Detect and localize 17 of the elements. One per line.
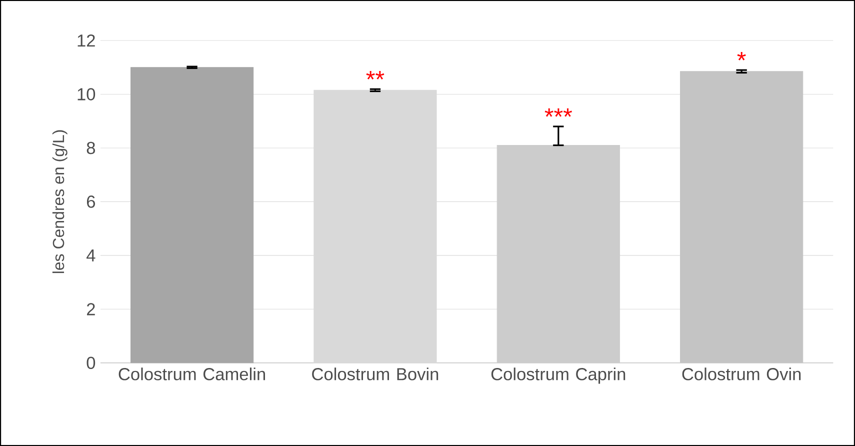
- annotation: ***: [544, 108, 572, 117]
- bar: [496, 145, 620, 364]
- y-tick-label: 2: [86, 303, 95, 316]
- y-tick-label: 8: [86, 142, 95, 154]
- annotation: **: [366, 71, 384, 80]
- y-tick-label: 10: [78, 88, 96, 100]
- x-tick-label: Colostrum Camelin: [118, 368, 265, 380]
- y-axis-title: les Cendres en (g/L): [52, 130, 68, 274]
- x-tick-label: Colostrum Ovin: [682, 368, 801, 380]
- y-tick-label: 4: [86, 249, 96, 262]
- y-tick-label: 12: [78, 34, 95, 47]
- x-tick-label: Colostrum Bovin: [312, 368, 438, 380]
- bar: [680, 71, 804, 364]
- annotation: *: [737, 52, 746, 60]
- y-tick-label: 6: [86, 196, 95, 208]
- y-tick-label: 0: [86, 356, 96, 370]
- x-tick-label: Colostrum Caprin: [491, 368, 626, 384]
